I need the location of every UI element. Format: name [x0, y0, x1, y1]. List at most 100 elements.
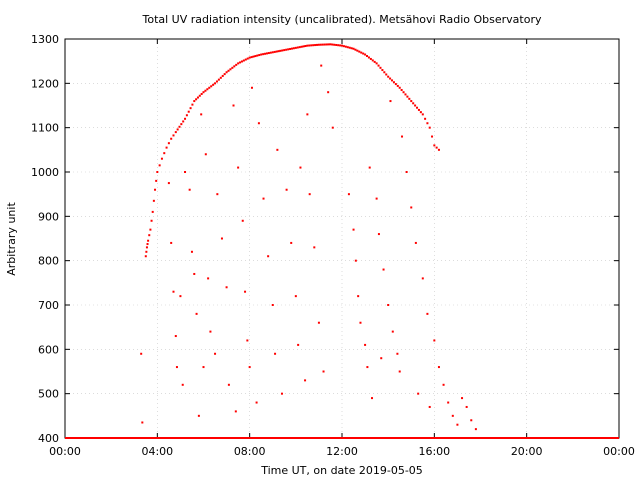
data-point	[298, 46, 301, 49]
data-point	[204, 153, 207, 156]
data-point	[319, 43, 322, 46]
data-point	[323, 43, 326, 46]
x-tick-label: 08:00	[234, 445, 266, 458]
data-point	[294, 46, 297, 49]
data-point	[140, 352, 143, 355]
data-point	[337, 44, 340, 47]
x-tick-label: 20:00	[511, 445, 543, 458]
data-point	[408, 97, 411, 100]
data-point	[209, 330, 212, 333]
data-point	[290, 241, 293, 244]
data-point	[185, 114, 188, 117]
data-point	[232, 104, 235, 107]
data-point	[342, 45, 345, 48]
data-point	[260, 53, 263, 56]
data-point	[276, 148, 279, 151]
data-point	[184, 117, 187, 120]
y-tick-label: 1100	[31, 122, 59, 135]
data-point	[392, 81, 395, 84]
data-point	[428, 126, 431, 129]
data-point	[424, 117, 427, 120]
data-point	[377, 233, 380, 236]
y-axis-label: Arbitrary unit	[5, 202, 18, 276]
data-point	[170, 137, 173, 140]
data-point	[474, 428, 477, 431]
data-point	[352, 228, 355, 231]
data-point	[414, 104, 417, 107]
data-point	[174, 131, 177, 134]
data-point	[356, 49, 359, 52]
data-point	[191, 103, 194, 106]
data-point	[212, 83, 215, 86]
data-point	[254, 55, 257, 58]
data-point	[310, 44, 313, 47]
data-point	[375, 62, 378, 65]
data-point	[296, 46, 299, 49]
data-point	[242, 59, 245, 62]
y-tick-label: 900	[38, 210, 59, 223]
data-point	[470, 419, 473, 422]
data-point	[385, 73, 388, 76]
data-point	[208, 86, 211, 89]
data-point	[250, 56, 253, 59]
data-point	[381, 69, 384, 72]
data-point	[154, 188, 157, 191]
data-point	[195, 98, 198, 101]
data-point	[235, 63, 238, 66]
data-point	[389, 100, 392, 103]
data-point	[364, 343, 367, 346]
data-point	[188, 188, 191, 191]
data-point	[396, 84, 399, 87]
data-point	[145, 250, 148, 253]
data-point	[357, 295, 360, 298]
data-point	[182, 120, 185, 123]
data-point	[279, 49, 282, 52]
data-point	[456, 423, 459, 426]
data-point	[274, 352, 277, 355]
data-point	[262, 53, 265, 56]
data-point	[258, 54, 261, 57]
x-tick-label: 04:00	[141, 445, 173, 458]
data-point	[240, 60, 243, 63]
plot-frame	[64, 38, 620, 439]
data-point	[327, 43, 330, 46]
data-point	[175, 366, 178, 369]
data-point	[141, 421, 144, 424]
data-point	[189, 107, 192, 110]
data-point	[304, 379, 307, 382]
data-point	[364, 53, 367, 56]
data-point	[149, 228, 152, 231]
data-point	[214, 82, 217, 85]
data-point	[210, 85, 213, 88]
data-point	[421, 277, 424, 280]
data-point	[331, 126, 334, 129]
data-point	[347, 193, 350, 196]
data-point	[167, 182, 170, 185]
data-point	[170, 241, 173, 244]
data-point	[206, 88, 209, 91]
data-point	[354, 48, 357, 51]
data-point	[437, 366, 440, 369]
data-point	[267, 255, 270, 258]
data-point	[190, 250, 193, 253]
data-point	[377, 64, 380, 67]
data-point	[383, 71, 386, 74]
data-point	[325, 43, 328, 46]
data-point	[302, 45, 305, 48]
data-point	[239, 61, 242, 64]
data-point	[202, 366, 205, 369]
data-point	[187, 110, 190, 113]
data-point	[417, 108, 420, 111]
data-point	[400, 88, 403, 91]
data-point	[292, 47, 295, 50]
data-point	[358, 50, 361, 53]
data-point	[273, 50, 276, 53]
data-point	[451, 414, 454, 417]
data-point	[414, 241, 417, 244]
data-point	[410, 206, 413, 209]
data-point	[248, 56, 251, 59]
data-point	[237, 166, 240, 169]
grid-lines	[65, 39, 619, 438]
data-point	[465, 405, 468, 408]
